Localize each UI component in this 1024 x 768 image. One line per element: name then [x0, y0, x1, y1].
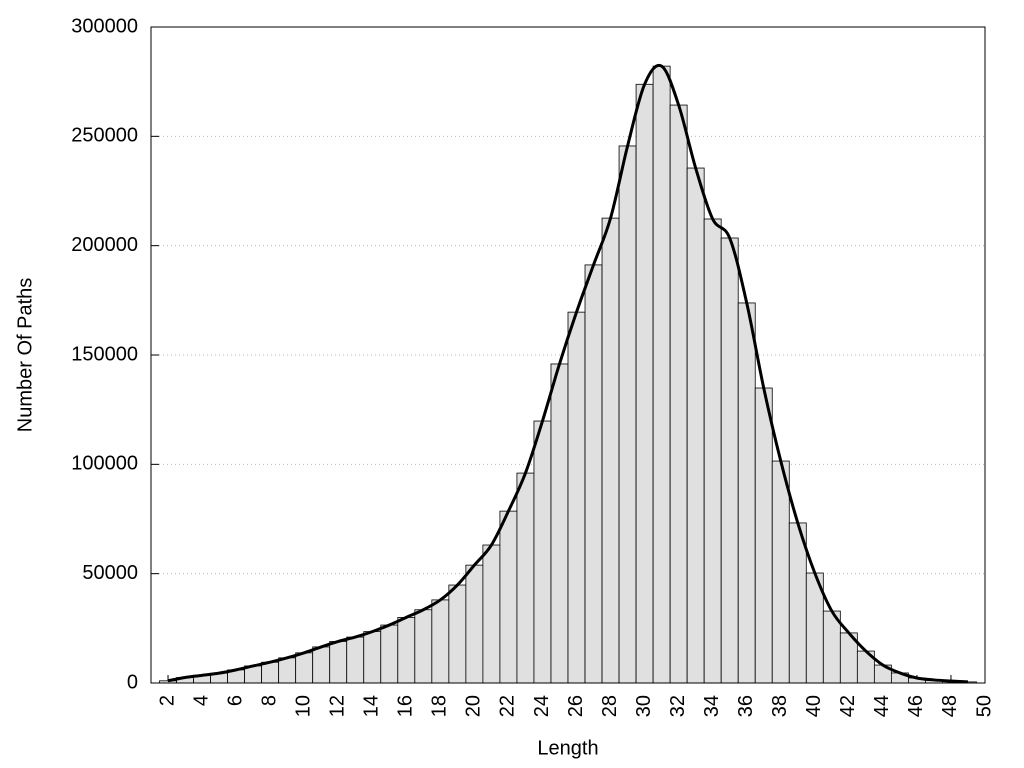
bar — [584, 264, 603, 684]
bar — [635, 83, 654, 684]
bar — [550, 363, 569, 684]
y-tick-label: 200000 — [71, 234, 138, 256]
x-axis-label: Length — [537, 737, 598, 759]
bar — [482, 544, 501, 684]
bar — [771, 460, 790, 684]
bar — [465, 564, 484, 684]
bar — [431, 599, 450, 684]
x-tick-label: 46 — [905, 695, 927, 717]
bar — [363, 631, 382, 684]
bar — [652, 65, 671, 684]
x-tick-label: 30 — [633, 695, 655, 717]
x-tick-label: 32 — [667, 695, 689, 717]
bar — [686, 167, 705, 684]
x-tick-label: 50 — [973, 695, 995, 717]
bar — [737, 302, 756, 684]
x-tick-label: 10 — [292, 695, 314, 717]
y-axis-label: Number Of Paths — [14, 278, 36, 433]
x-tick-label: 14 — [361, 695, 383, 717]
bar — [788, 522, 807, 684]
bar — [380, 624, 399, 684]
x-tick-label: 12 — [327, 695, 349, 717]
bar — [669, 104, 688, 684]
x-tick-label: 28 — [599, 695, 621, 717]
plot-frame — [150, 26, 986, 684]
bar — [533, 420, 552, 684]
bar — [312, 646, 331, 684]
x-tick-label: 18 — [429, 695, 451, 717]
x-tick-label: 4 — [190, 695, 212, 706]
bar — [346, 636, 365, 684]
y-tick-label: 50000 — [82, 562, 138, 584]
x-tick-label: 8 — [258, 695, 280, 706]
y-tick-label: 100000 — [71, 453, 138, 475]
bar — [703, 218, 722, 684]
x-tick-label: 40 — [803, 695, 825, 717]
x-tick-label: 16 — [395, 695, 417, 717]
smooth-line — [167, 63, 969, 684]
x-tick-label: 24 — [531, 695, 553, 717]
y-tick-label: 0 — [127, 671, 138, 693]
x-tick-label: 42 — [837, 695, 859, 717]
bar — [720, 237, 739, 684]
x-tick-label: 6 — [224, 695, 246, 706]
bar — [499, 510, 518, 684]
bar — [516, 472, 535, 684]
bar — [295, 652, 314, 684]
y-tick-label: 150000 — [71, 343, 138, 365]
x-tick-label: 38 — [769, 695, 791, 717]
bar — [329, 641, 348, 684]
y-tick-label: 300000 — [71, 15, 138, 37]
bar — [261, 661, 280, 684]
bar — [397, 617, 416, 684]
y-tick-label: 250000 — [71, 125, 138, 147]
x-tick-label: 44 — [871, 695, 893, 717]
x-tick-label: 22 — [497, 695, 519, 717]
x-tick-label: 26 — [565, 695, 587, 717]
x-tick-label: 20 — [463, 695, 485, 717]
bar — [414, 609, 433, 684]
bar — [567, 311, 586, 684]
x-tick-label: 36 — [735, 695, 757, 717]
x-tick-label: 48 — [939, 695, 961, 717]
bar — [278, 657, 297, 684]
x-tick-label: 34 — [701, 695, 723, 717]
bar — [618, 145, 637, 684]
bar — [601, 217, 620, 684]
bar — [448, 584, 467, 684]
x-tick-label: 2 — [156, 695, 178, 706]
bar — [754, 387, 773, 684]
